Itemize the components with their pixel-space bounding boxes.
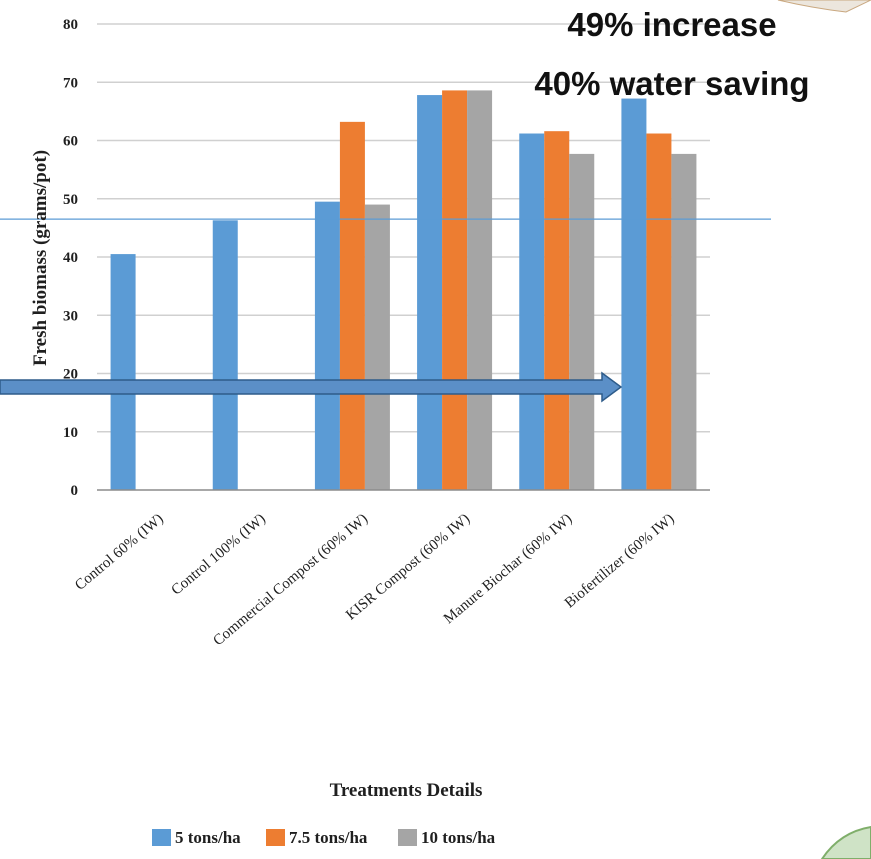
bar — [544, 131, 570, 490]
y-tick-label: 70 — [63, 75, 78, 91]
bar — [569, 153, 595, 490]
bar — [671, 153, 697, 490]
arrow-shape — [0, 371, 623, 403]
bar — [110, 254, 136, 490]
legend-label: 5 tons/ha — [175, 828, 241, 847]
category-label: Control 60% (IW) — [72, 511, 167, 594]
y-tick-label: 0 — [71, 483, 79, 499]
bar — [212, 220, 238, 491]
bar — [417, 95, 443, 490]
callout-water-saving: 40% water saving — [534, 65, 809, 102]
bar — [314, 201, 340, 490]
bar — [442, 90, 468, 490]
category-label: Biofertilizer (60% IW) — [562, 511, 678, 612]
y-tick-label: 40 — [63, 250, 78, 266]
y-tick-label: 30 — [63, 308, 78, 324]
arrow-annotation — [0, 371, 623, 403]
y-tick-label: 80 — [63, 17, 78, 33]
legend-label: 7.5 tons/ha — [289, 828, 368, 847]
bar — [646, 133, 672, 490]
bars — [110, 90, 697, 491]
callout-increase: 49% increase — [567, 6, 776, 43]
decorative-shape-top — [777, 0, 871, 13]
bar — [621, 98, 647, 490]
gridlines — [97, 23, 710, 433]
y-tick-label: 10 — [63, 425, 78, 441]
x-axis-title: Treatments Details — [330, 780, 483, 801]
legend-swatch — [266, 829, 285, 846]
y-tick-labels: 0 10 20 30 40 50 60 70 80 — [63, 17, 78, 499]
category-labels: Control 60% (IW) Control 100% (IW)Commerc… — [72, 511, 677, 649]
legend: 5 tons/ha 7.5 tons/ha 10 tons/ha — [152, 828, 496, 847]
bar — [467, 90, 493, 490]
legend-swatch — [152, 829, 171, 846]
legend-label: 10 tons/ha — [421, 828, 496, 847]
y-tick-label: 60 — [63, 134, 78, 150]
bar — [339, 121, 365, 491]
category-label: Control 100% (IW) — [169, 511, 269, 599]
y-tick-label: 20 — [63, 367, 78, 383]
y-axis-title: Fresh biomass (grams/pot) — [30, 150, 51, 366]
bar — [519, 133, 545, 490]
decorative-logo-corner — [820, 825, 871, 859]
y-tick-label: 50 — [63, 192, 78, 208]
bar — [364, 204, 390, 490]
legend-swatch — [398, 829, 417, 846]
